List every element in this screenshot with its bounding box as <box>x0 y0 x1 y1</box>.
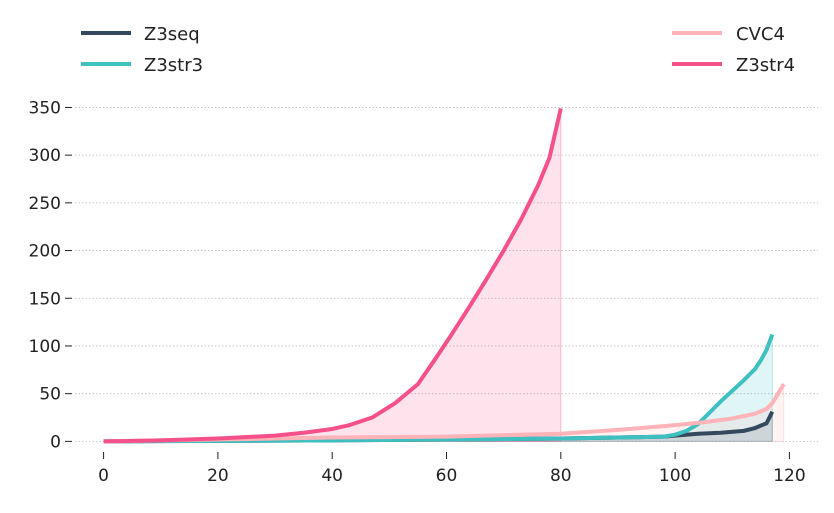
area-fills <box>103 108 785 442</box>
x-axis-ticks: 0 20 40 60 80 100 120 <box>98 452 806 486</box>
series-line-cvc4 <box>103 383 786 444</box>
x-tick-label: 20 <box>207 466 229 486</box>
x-tick-label: 100 <box>659 466 691 486</box>
series-lines <box>103 107 786 444</box>
y-tick-label: 250 <box>29 194 61 214</box>
legend-label-z3str4: Z3str4 <box>736 55 795 76</box>
series-line-z3str4 <box>103 107 563 444</box>
y-tick-label: 300 <box>29 146 61 166</box>
y-tick-label: 200 <box>29 242 61 262</box>
legend: Z3seq Z3str3 CVC4 Z3str4 <box>81 24 795 76</box>
y-tick-label: 350 <box>29 98 61 118</box>
y-axis-ticks: 0 50 100 150 200 250 300 350 <box>29 98 72 452</box>
x-tick-label: 40 <box>321 466 343 486</box>
x-tick-label: 0 <box>98 466 109 486</box>
y-tick-label: 50 <box>39 385 61 405</box>
legend-label-cvc4: CVC4 <box>736 24 785 45</box>
series-line-z3str3 <box>103 333 775 444</box>
legend-label-z3seq: Z3seq <box>144 24 200 45</box>
y-tick-label: 0 <box>50 432 61 452</box>
y-tick-label: 100 <box>29 337 61 357</box>
legend-label-z3str3: Z3str3 <box>144 55 203 76</box>
x-tick-label: 60 <box>436 466 458 486</box>
x-tick-label: 80 <box>550 466 572 486</box>
y-tick-label: 150 <box>29 289 61 309</box>
x-tick-label: 120 <box>773 466 805 486</box>
grid <box>75 107 818 442</box>
area-z3str4 <box>103 108 562 442</box>
